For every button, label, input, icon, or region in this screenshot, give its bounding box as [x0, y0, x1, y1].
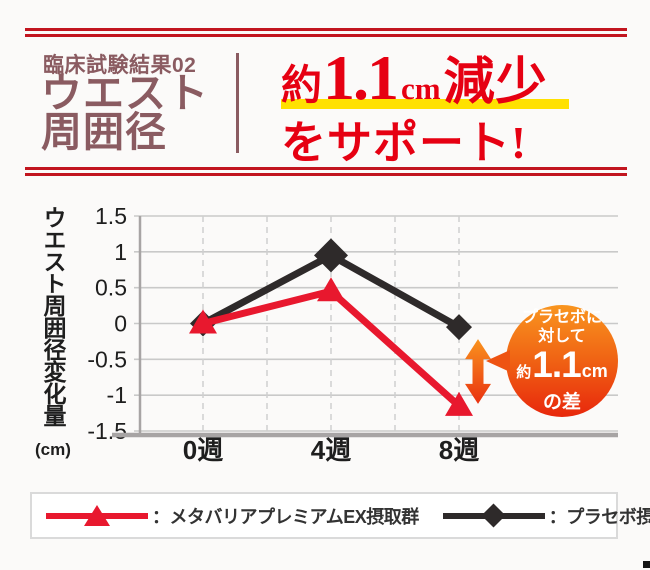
badge-value-row: 約 1.1 cm [516, 344, 608, 391]
header-divider [236, 53, 239, 153]
triangle-marker [189, 309, 217, 334]
corner-artifact [643, 561, 650, 568]
headline-unit: cm [401, 71, 441, 106]
y-tick-label: 0.5 [95, 275, 127, 301]
headline-approx: 約 [281, 62, 322, 108]
legend-label-placebo: ：プラセボ摂取群 [548, 506, 650, 527]
y-tick-label: 0 [114, 311, 127, 337]
y-axis-title: ウエスト周囲径変化量 [40, 206, 66, 426]
diamond-marker [314, 238, 348, 273]
y-tick-label: 1 [114, 239, 127, 265]
page-title-line1: ウエスト [41, 70, 209, 116]
headline-support: をサポート! [281, 118, 527, 168]
waist-change-line-chart: 1.5 1 0.5 0 -0.5 -1 -1.5 0週 4週 8週 [87, 203, 618, 465]
top-double-rule [25, 28, 627, 37]
badge-line1: プラセボに [521, 309, 602, 326]
yellow-underline [281, 99, 569, 109]
clinical-result-subtitle: 臨床試験結果02 [43, 54, 197, 77]
triangle-marker-icon [84, 504, 110, 526]
legend-black-line [442, 502, 545, 528]
x-tick-label: 0週 [183, 435, 223, 465]
y-axis-unit: (cm) [35, 440, 71, 459]
badge-line4: の差 [542, 392, 581, 413]
page-title-line2: 周囲径 [41, 109, 167, 155]
legend-label-metabarrier: ：メタバリアプレミアムEX摂取群 [152, 506, 419, 527]
x-tick-label: 8週 [439, 435, 479, 465]
badge-unit: cm [581, 361, 608, 381]
badge-value: 1.1 [532, 344, 581, 385]
legend-item-metabarrier: ：メタバリアプレミアムEX摂取群 [46, 503, 419, 529]
page-title: ウエスト 周囲径 [41, 70, 209, 155]
headline-reduction: 約 1.1 cm 減少 [281, 40, 548, 115]
triangle-marker [317, 277, 345, 302]
legend-red-line [46, 504, 148, 526]
difference-badge: プラセボに 対して 約 1.1 cm の差 [486, 305, 618, 417]
chart-area: 1.5 1 0.5 0 -0.5 -1 -1.5 0週 4週 8週 [0, 195, 650, 485]
headline-value: 1.1 [323, 42, 399, 113]
x-tick-label: 4週 [311, 435, 351, 465]
y-tick-label: -1 [107, 382, 127, 408]
y-tick-label: -1.5 [87, 418, 127, 444]
difference-arrow-icon [465, 339, 491, 404]
diamond-marker [446, 314, 472, 341]
badge-line2: 対して [538, 328, 586, 345]
legend-item-placebo: ：プラセボ摂取群 [442, 502, 650, 529]
headline-noun: 減少 [443, 55, 548, 111]
chart-legend: ：メタバリアプレミアムEX摂取群 ：プラセボ摂取群 [30, 492, 650, 539]
mid-double-rule [25, 167, 627, 176]
y-tick-label: -0.5 [87, 346, 127, 372]
y-tick-label: 1.5 [95, 203, 127, 229]
badge-pointer-icon [486, 350, 510, 372]
badge-approx: 約 [516, 364, 532, 381]
diamond-marker-icon [481, 502, 506, 528]
triangle-marker [445, 391, 473, 416]
